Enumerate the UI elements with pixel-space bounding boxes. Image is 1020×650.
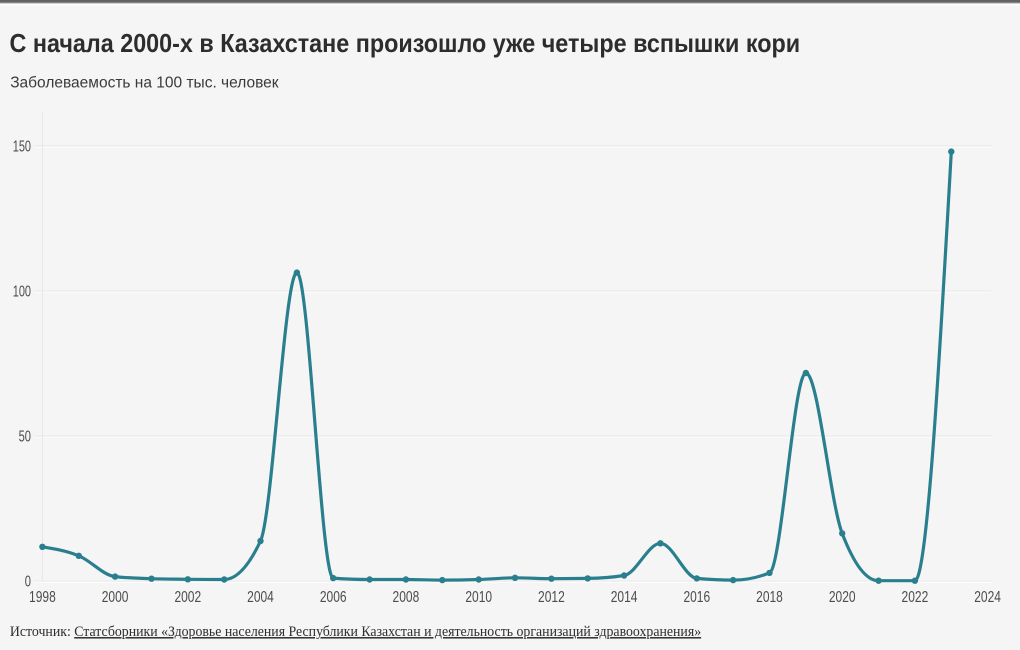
svg-text:С начала 2000-х в Казахстане п: С начала 2000-х в Казахстане произошло у… xyxy=(10,30,801,58)
svg-text:2024: 2024 xyxy=(974,588,1001,606)
svg-text:100: 100 xyxy=(13,283,31,300)
svg-text:2022: 2022 xyxy=(902,588,929,606)
svg-text:2002: 2002 xyxy=(174,588,201,606)
svg-text:2020: 2020 xyxy=(829,588,856,606)
svg-text:2010: 2010 xyxy=(465,588,492,606)
svg-text:2014: 2014 xyxy=(611,588,638,606)
svg-text:2004: 2004 xyxy=(247,588,274,606)
svg-text:150: 150 xyxy=(13,137,31,154)
svg-text:2016: 2016 xyxy=(683,588,710,606)
svg-text:0: 0 xyxy=(25,573,31,590)
svg-text:2018: 2018 xyxy=(756,588,783,606)
svg-text:2006: 2006 xyxy=(320,588,347,606)
svg-text:Заболеваемость на 100 тыс. чел: Заболеваемость на 100 тыс. человек xyxy=(10,75,279,92)
svg-text:50: 50 xyxy=(19,428,31,445)
svg-text:Источник: Статсборники «Здоров: Источник: Статсборники «Здоровье населен… xyxy=(10,624,701,641)
svg-text:2012: 2012 xyxy=(538,588,565,606)
svg-text:2008: 2008 xyxy=(393,588,420,606)
svg-text:1998: 1998 xyxy=(29,588,56,606)
svg-text:2000: 2000 xyxy=(102,588,129,606)
